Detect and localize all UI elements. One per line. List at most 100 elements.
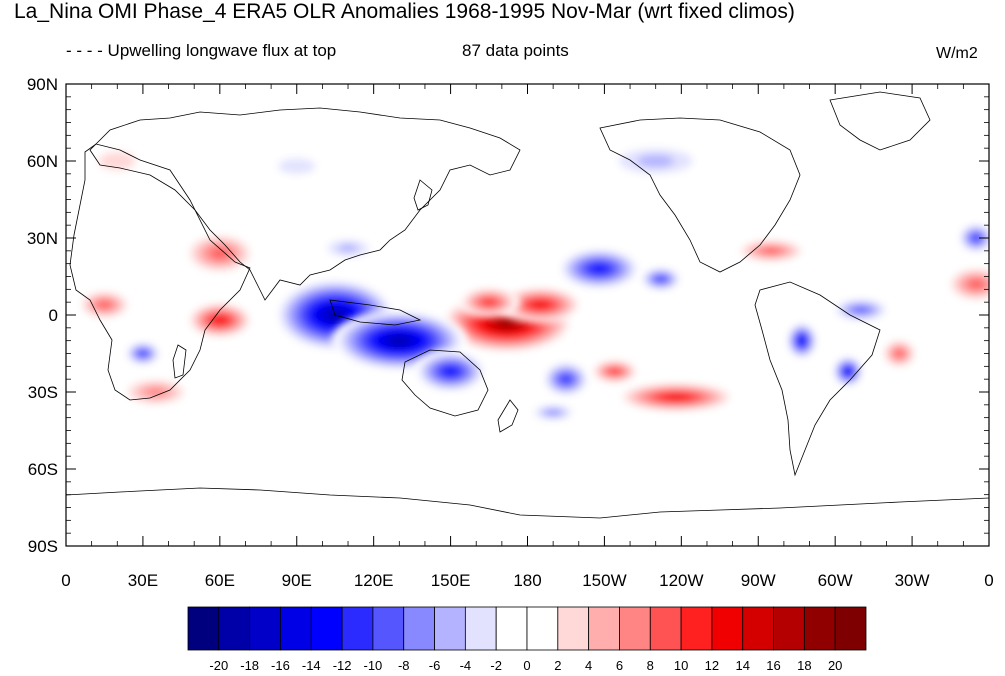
- anomaly-blob: [80, 142, 155, 180]
- colorbar-level-label: -14: [302, 658, 321, 673]
- anomaly-contour-fill: [799, 338, 804, 343]
- coastline-australia: [401, 349, 489, 417]
- colorbar-level-label: -4: [460, 658, 472, 673]
- longitude-label: 120W: [659, 571, 703, 590]
- colorbar-swatch: [249, 606, 281, 651]
- longitude-label: 180: [513, 571, 541, 590]
- anomaly-contour-fill: [854, 307, 867, 313]
- anomaly-contour-fill: [546, 410, 560, 415]
- anomaly-contour-fill: [214, 317, 225, 323]
- anomaly-blob: [957, 222, 989, 254]
- anomaly-blob: [413, 349, 488, 394]
- colorbar-swatch: [742, 606, 774, 651]
- longitude-label: 30E: [128, 571, 158, 590]
- longitude-label: 150W: [582, 571, 626, 590]
- coastline-new-zealand: [497, 399, 519, 433]
- colorbar-swatch: [619, 606, 651, 651]
- anomaly-blob: [600, 142, 712, 180]
- anomaly-blob: [458, 286, 520, 318]
- colorbar-level-label: 4: [585, 658, 592, 673]
- anomaly-blob: [118, 376, 193, 408]
- colorbar-swatch: [403, 606, 435, 651]
- anomaly-blob: [830, 297, 892, 323]
- longitude-label: 0: [984, 571, 993, 590]
- colorbar-swatch: [372, 606, 405, 651]
- anomaly-contour-fill: [278, 158, 316, 174]
- colorbar-level-label: -6: [429, 658, 441, 673]
- longitude-labels: 0 30E 60E 90E 120E 150E 180 150W 120W 90W 60W 30W 0: [61, 571, 993, 590]
- coastline-japan: [413, 179, 433, 211]
- anomaly-contour-fill: [895, 350, 903, 357]
- latitude-label: 90S: [28, 537, 58, 556]
- longitude-label: 90W: [741, 571, 776, 590]
- anomaly-contour-fill: [593, 265, 606, 272]
- anomaly-blob: [185, 301, 254, 339]
- longitude-label: 30W: [895, 571, 930, 590]
- coastline-greenland: [829, 91, 931, 151]
- anomaly-contour-fill: [483, 299, 495, 305]
- colorbar-swatch: [310, 606, 343, 651]
- colorbar-swatch: [711, 606, 744, 651]
- anomaly-blob: [614, 381, 738, 413]
- anomaly-blob: [945, 265, 989, 303]
- colorbar-swatch: [187, 606, 220, 651]
- anomaly-blob: [182, 231, 257, 275]
- axis-ticks: [65, 83, 990, 547]
- colorbar-swatch: [557, 606, 590, 651]
- coastline-indonesia: [329, 299, 422, 326]
- coastline-africa: [69, 143, 251, 401]
- anomaly-contour-fill: [500, 319, 514, 326]
- data-count: 87 data points: [462, 41, 569, 60]
- anomaly-blob: [124, 341, 162, 366]
- colorbar-swatch: [588, 606, 620, 651]
- colorbar-level-label: 20: [828, 658, 842, 673]
- anomaly-blob: [76, 289, 133, 321]
- longitude-label: 60W: [818, 571, 853, 590]
- longitude-label: 0: [61, 571, 70, 590]
- colorbar-swatch: [495, 606, 528, 651]
- anomaly-contour-fill: [973, 235, 980, 241]
- colorbar-swatch: [218, 606, 251, 651]
- anomaly-blob: [528, 403, 578, 422]
- colorbar-swatch: [526, 606, 559, 651]
- anomaly-contour-fill: [98, 151, 136, 171]
- map-title: La_Nina OMI Phase_4 ERA5 OLR Anomalies 1…: [14, 0, 795, 23]
- colorbar-swatch: [434, 606, 466, 651]
- colorbar-level-label: -18: [240, 658, 259, 673]
- latitude-label: 30S: [28, 383, 58, 402]
- anomaly-blob: [541, 360, 591, 398]
- anomaly-blob: [734, 238, 808, 264]
- anomaly-blob: [880, 338, 918, 369]
- coastlines: [66, 91, 989, 519]
- anomaly-contour-fill: [970, 280, 983, 288]
- colorbar-swatch: [773, 606, 805, 651]
- colorbar-level-label: 14: [735, 658, 749, 673]
- colorbar-level-label: -16: [271, 658, 290, 673]
- colorbar: [187, 606, 867, 651]
- variable-description: - - - - Upwelling longwave flux at top: [66, 41, 337, 60]
- colorbar-level-label: 8: [647, 658, 654, 673]
- anomaly-contour-fill: [98, 301, 110, 308]
- colorbar-level-label: 16: [766, 658, 780, 673]
- anomaly-contour-fill: [212, 249, 228, 258]
- longitude-label: 90E: [282, 571, 312, 590]
- latitude-label: 90N: [27, 75, 58, 94]
- anomaly-contour-fill: [534, 302, 547, 308]
- colorbar-level-label: 10: [674, 658, 688, 673]
- colorbar-level-label: -10: [364, 658, 383, 673]
- anomaly-contour-fill: [657, 277, 665, 282]
- colorbar-level-label: -12: [333, 658, 352, 673]
- colorbar-swatch: [341, 606, 374, 651]
- anomaly-contour-fill: [667, 394, 685, 400]
- coastline-north-america: [599, 117, 801, 273]
- colorbar-level-label: -8: [398, 658, 410, 673]
- latitude-label: 60N: [27, 152, 58, 171]
- anomaly-blob: [786, 322, 818, 360]
- coastline-madagascar: [172, 344, 187, 379]
- anomaly-contour-fill: [139, 351, 146, 356]
- coastline-south-america: [754, 281, 881, 477]
- anomaly-contour-fill: [561, 376, 571, 383]
- colorbar-level-label: -20: [209, 658, 228, 673]
- anomaly-contour-fill: [610, 369, 619, 374]
